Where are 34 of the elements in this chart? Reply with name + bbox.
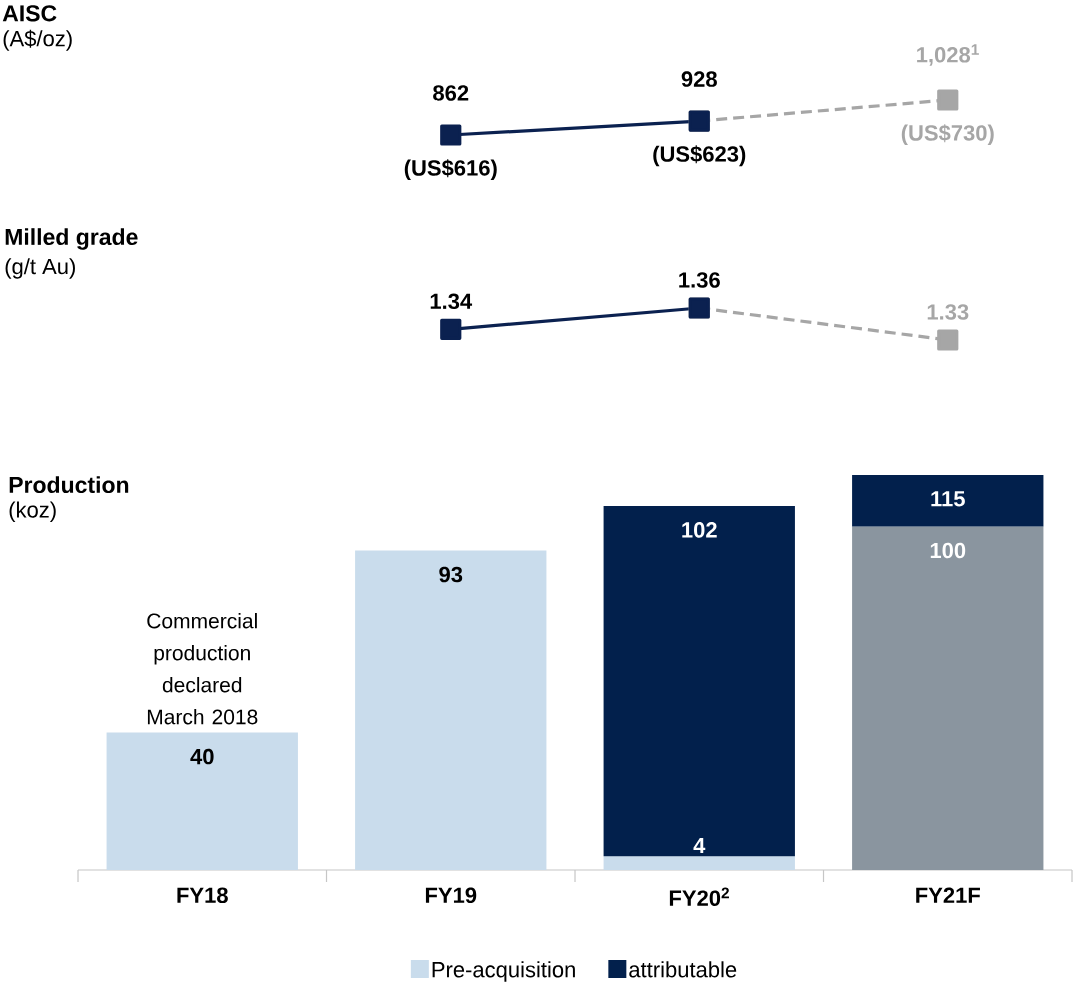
text: (koz) [9, 501, 56, 522]
legend-label: attributable [629, 961, 737, 978]
data-label: 1.36 [679, 272, 720, 288]
data-label: 928 [681, 71, 717, 87]
bar [603, 505, 795, 857]
data-label: 862 [433, 85, 469, 101]
x-tick-label: FY18 [177, 887, 228, 904]
chart-title: Milled grade [5, 228, 138, 250]
legend-label: Pre-acquisition [432, 961, 575, 982]
chart-title: Production [9, 476, 129, 494]
chart-subtitle: (A$/oz) [3, 29, 72, 51]
bar [603, 856, 795, 870]
data-label: 1,028$^{1}$ [917, 44, 979, 66]
data-label: 4 [693, 837, 706, 854]
bar [852, 474, 1044, 527]
annotation: Commercial production declared March 2018 [147, 612, 258, 725]
annotation: (US$730) [901, 124, 994, 146]
bar [355, 550, 547, 870]
data-label: 100 [930, 542, 966, 559]
x-tick-label: FY19 [425, 887, 477, 904]
total-label: 115 [931, 491, 965, 507]
data-label: 93 [439, 566, 463, 583]
data-label: 1.34 [430, 293, 473, 310]
x-tick-label: FY20$^{2}$ [669, 887, 729, 906]
data-label: 1.33 [927, 304, 969, 320]
annotation: (US$616) [404, 159, 497, 181]
x-tick-label: FY21F [916, 887, 980, 903]
data-label: 40 [190, 748, 214, 765]
chart-title: AISC [2, 5, 57, 22]
bar [852, 526, 1044, 870]
chart-subtitle: (g/t Au) [5, 258, 75, 279]
bar [106, 732, 298, 870]
annotation: (US$623) [653, 145, 746, 167]
data-label: 102 [682, 522, 717, 538]
